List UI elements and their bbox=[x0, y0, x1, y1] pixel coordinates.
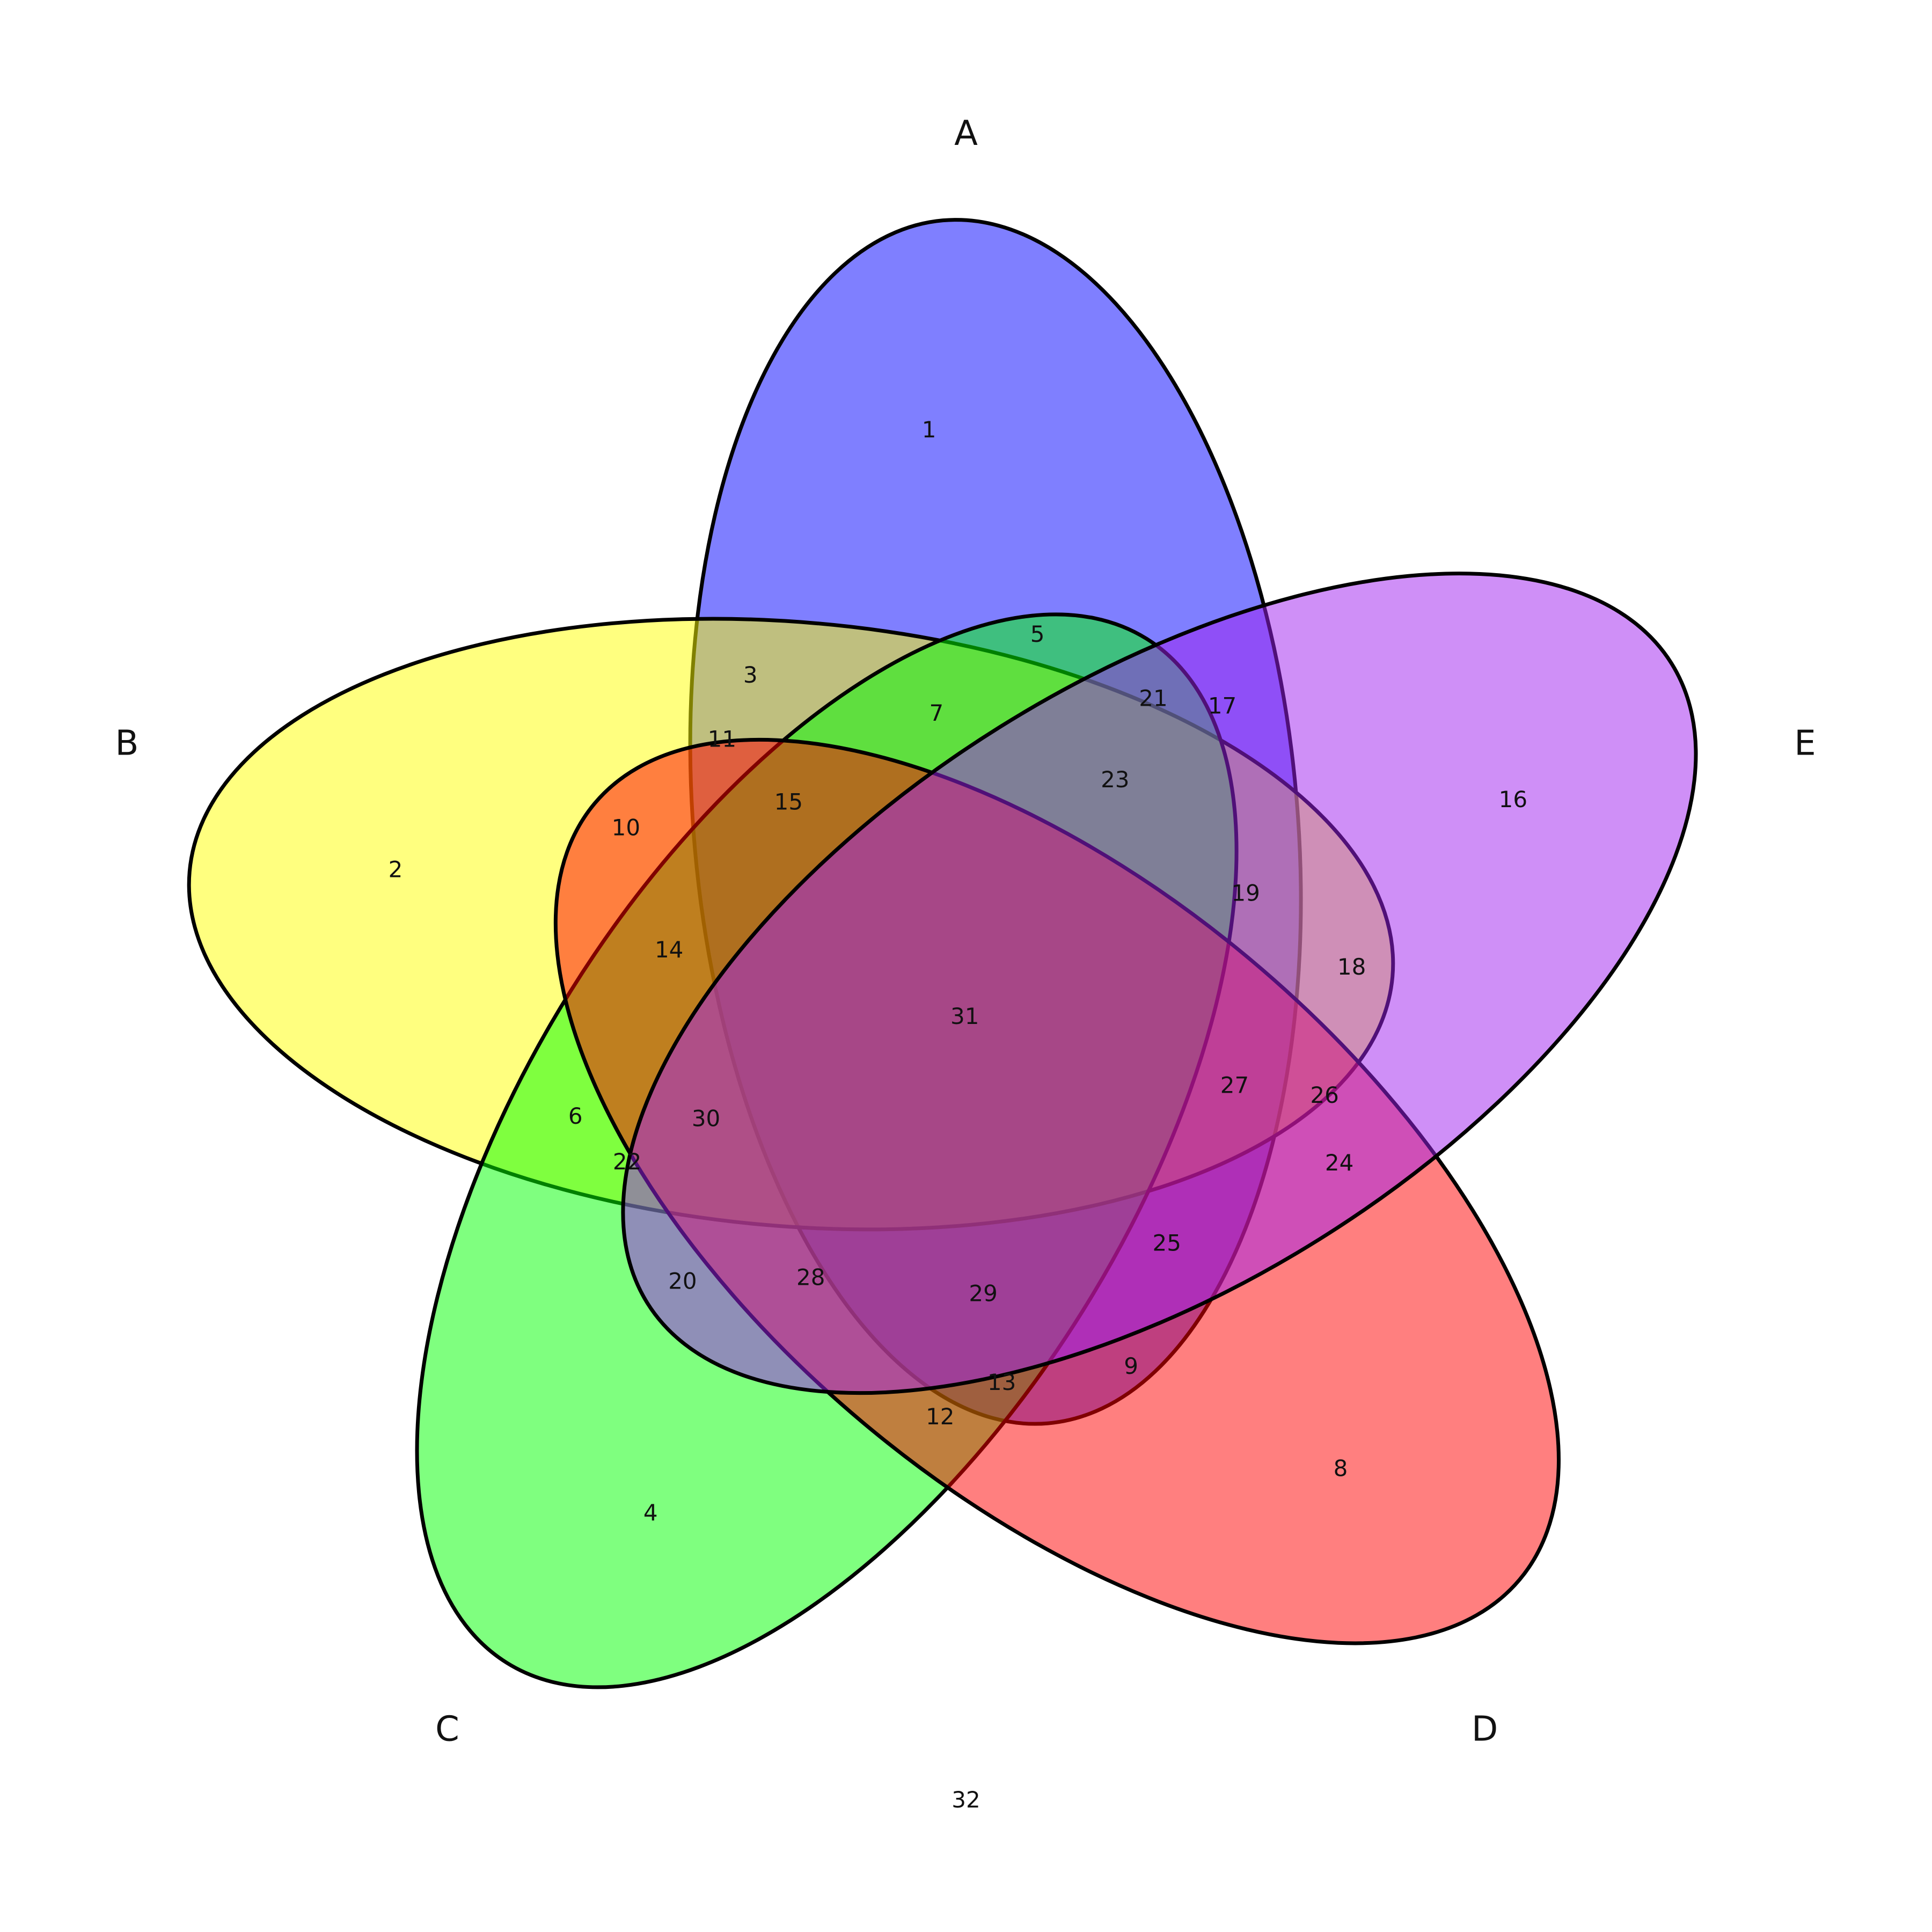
region-label-23: 23 bbox=[1101, 766, 1129, 793]
set-d-label: D bbox=[1472, 1709, 1498, 1749]
region-label-5: 5 bbox=[1030, 621, 1045, 647]
set-e-label: E bbox=[1794, 724, 1816, 764]
region-label-26: 26 bbox=[1310, 1082, 1338, 1108]
region-label-10: 10 bbox=[612, 815, 640, 841]
region-label-25: 25 bbox=[1153, 1230, 1181, 1256]
region-label-32: 32 bbox=[952, 1787, 980, 1813]
region-label-16: 16 bbox=[1499, 786, 1527, 813]
set-labels: A B C D E bbox=[115, 114, 1816, 1749]
region-label-27: 27 bbox=[1220, 1072, 1249, 1099]
region-label-14: 14 bbox=[655, 936, 683, 963]
region-label-13: 13 bbox=[987, 1369, 1016, 1395]
set-ellipses bbox=[187, 218, 1698, 1689]
region-label-22: 22 bbox=[613, 1148, 641, 1175]
region-label-1: 1 bbox=[922, 416, 936, 443]
region-label-21: 21 bbox=[1139, 685, 1167, 712]
region-label-8: 8 bbox=[1334, 1455, 1348, 1482]
region-label-15: 15 bbox=[774, 788, 803, 815]
set-c-label: C bbox=[435, 1709, 459, 1749]
set-e-ellipse bbox=[621, 572, 1698, 1395]
region-label-20: 20 bbox=[668, 1268, 697, 1294]
region-label-7: 7 bbox=[930, 700, 944, 726]
region-label-18: 18 bbox=[1337, 954, 1366, 980]
region-label-17: 17 bbox=[1208, 692, 1236, 719]
set-a-label: A bbox=[954, 114, 978, 153]
region-label-19: 19 bbox=[1231, 880, 1260, 906]
region-label-11: 11 bbox=[708, 726, 736, 752]
region-label-29: 29 bbox=[969, 1280, 997, 1307]
region-label-31: 31 bbox=[950, 1003, 979, 1029]
region-label-4: 4 bbox=[643, 1499, 658, 1526]
region-label-2: 2 bbox=[389, 857, 403, 883]
region-label-6: 6 bbox=[568, 1103, 583, 1129]
region-label-28: 28 bbox=[796, 1264, 825, 1291]
region-label-9: 9 bbox=[1124, 1353, 1138, 1379]
region-label-24: 24 bbox=[1325, 1150, 1353, 1176]
set-b-label: B bbox=[115, 724, 139, 764]
region-label-30: 30 bbox=[692, 1105, 720, 1131]
region-label-3: 3 bbox=[743, 662, 758, 688]
region-label-12: 12 bbox=[926, 1403, 954, 1430]
